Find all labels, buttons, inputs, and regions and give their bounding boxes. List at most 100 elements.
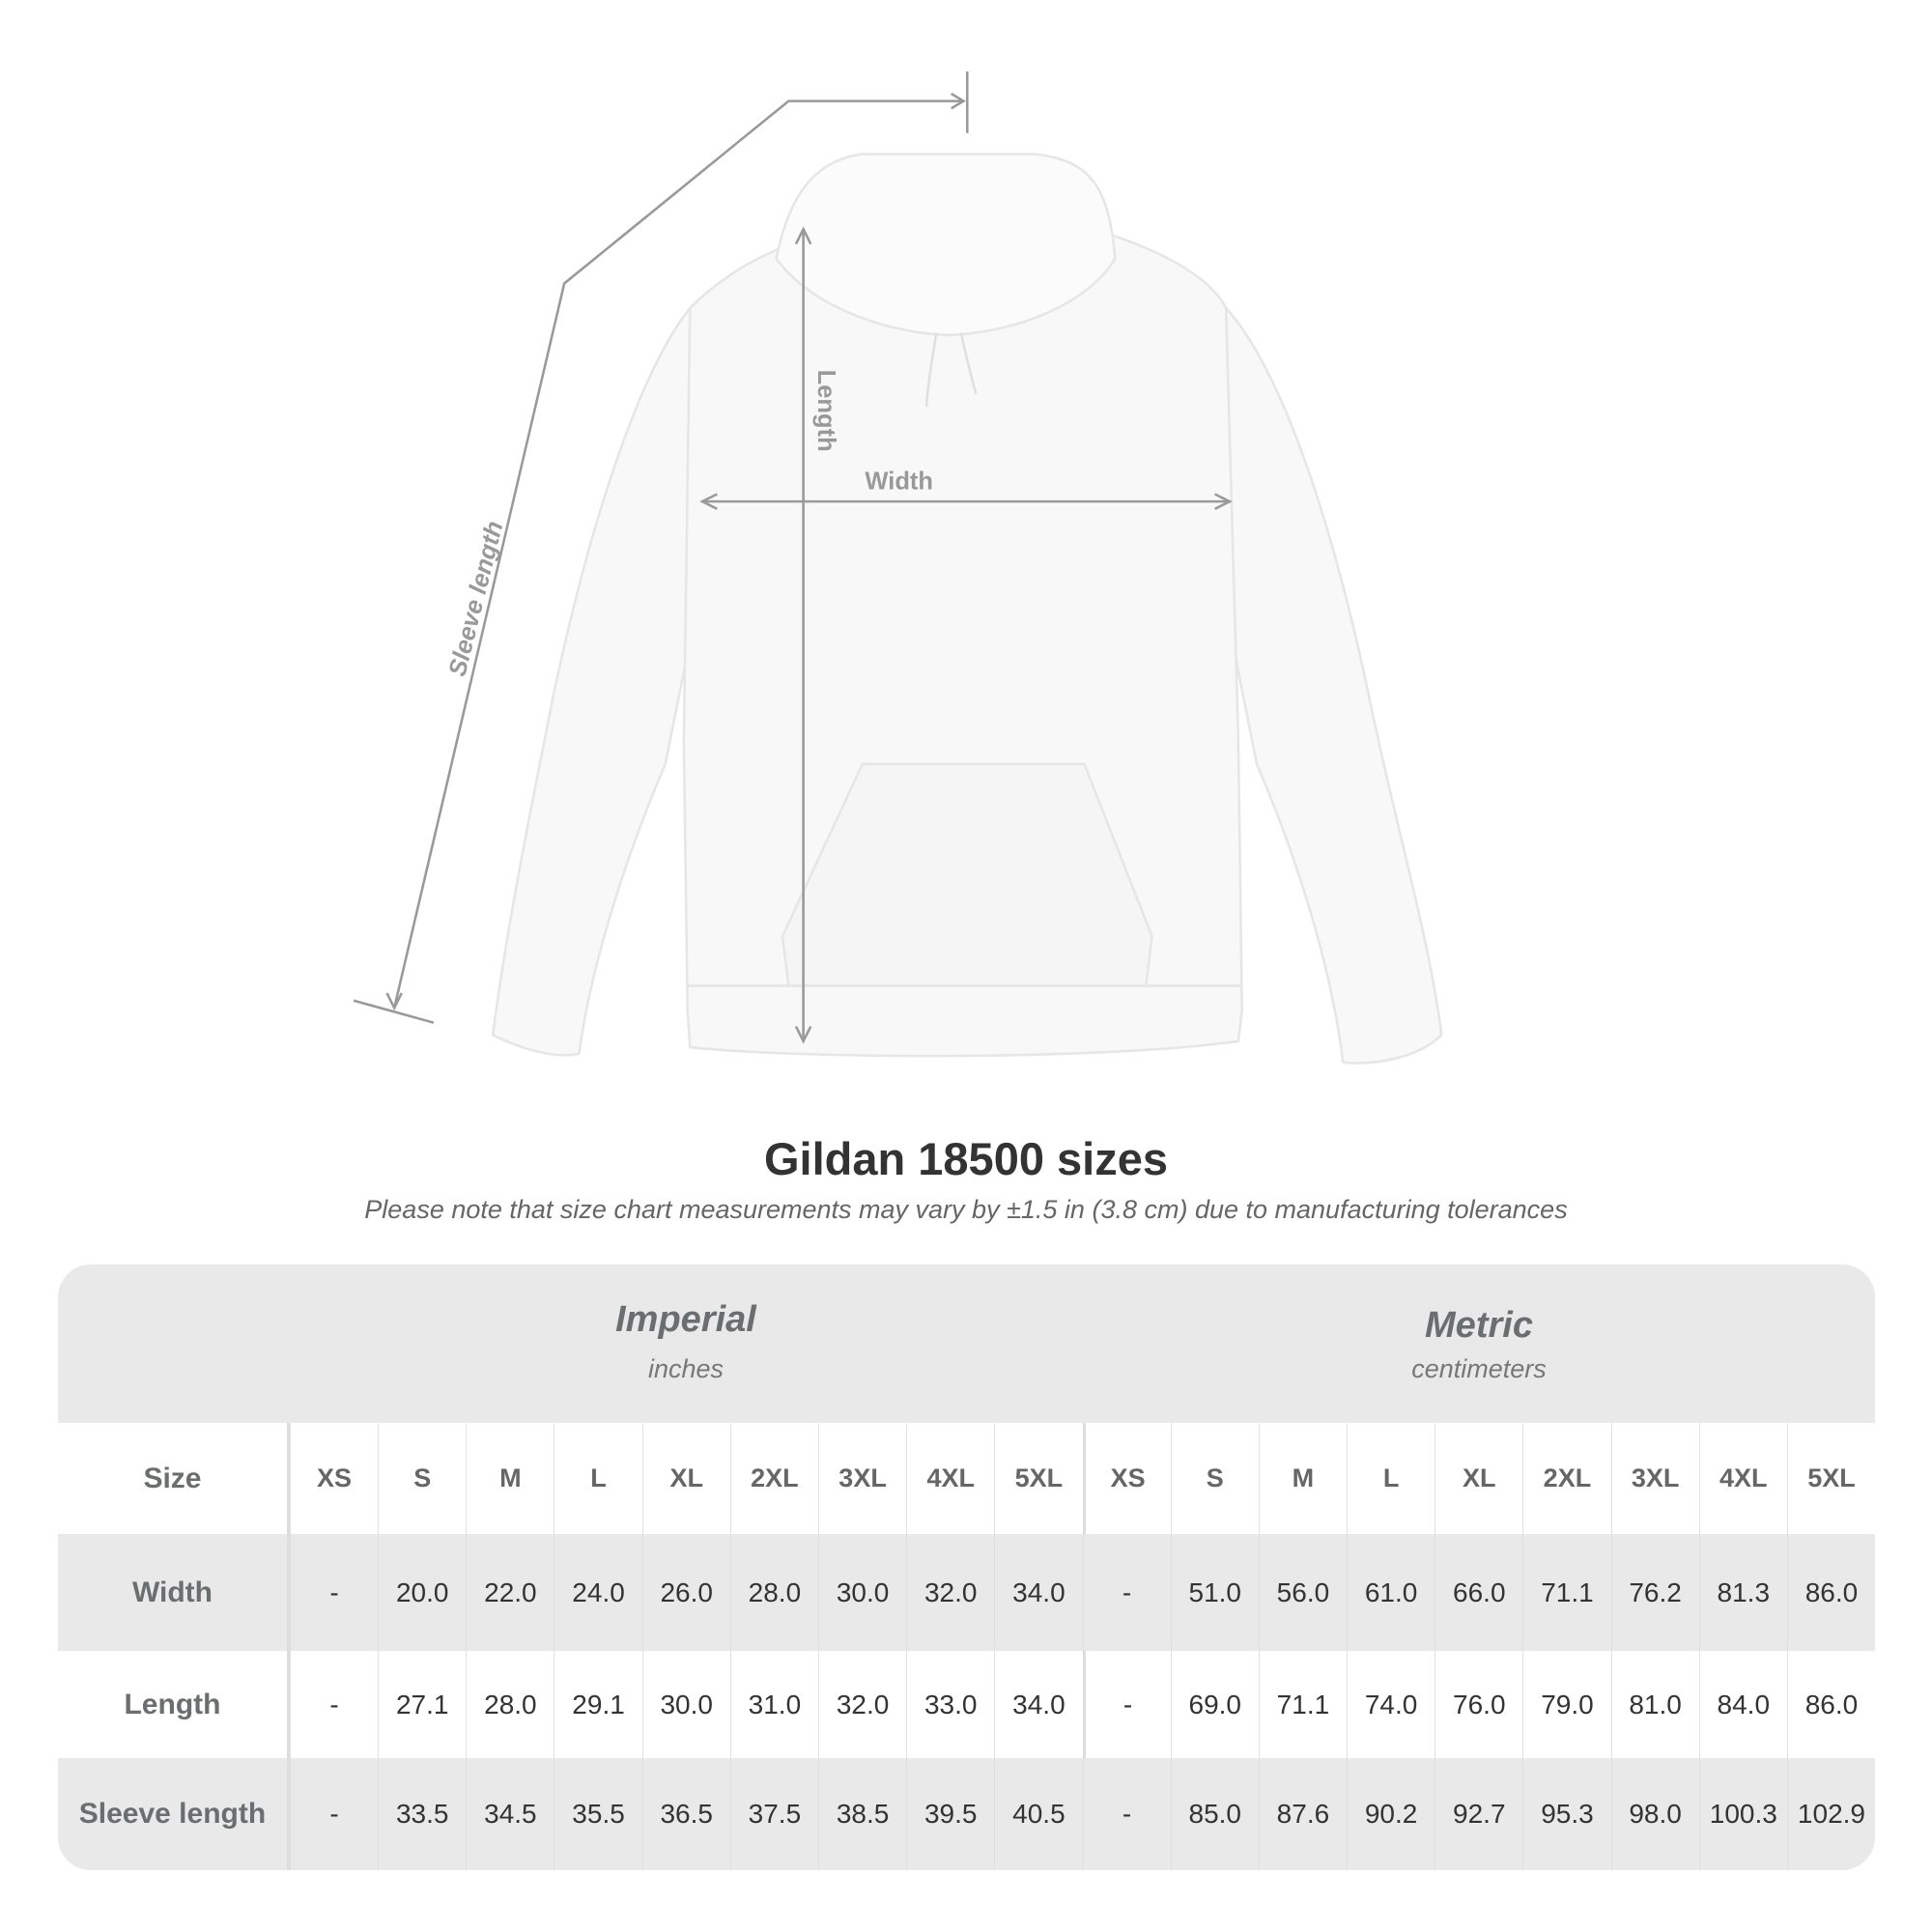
width-label: Width	[865, 468, 933, 495]
table-cell: -	[289, 1534, 378, 1651]
size-row: Size XS S M L XL 2XL 3XL 4XL 5XL XS S M L XL 2XL 3XL 4XL…	[58, 1423, 1875, 1534]
size-header-imperial-3xl: 3XL	[817, 1423, 906, 1534]
size-header-metric-3xl: 3XL	[1610, 1423, 1699, 1534]
table-cell: 84.0	[1698, 1651, 1787, 1758]
table-cell: 24.0	[554, 1534, 641, 1651]
table-cell: 86.0	[1786, 1534, 1875, 1651]
table-cell: 35.5	[554, 1758, 641, 1870]
table-cell: 30.0	[817, 1534, 906, 1651]
sleeve-arrow-top	[951, 92, 966, 110]
table-cell: 31.0	[729, 1651, 818, 1758]
table-cell: 36.5	[641, 1758, 730, 1870]
table-cell: 26.0	[641, 1534, 730, 1651]
table-cell: 71.1	[1258, 1651, 1347, 1758]
table-cell: 32.0	[817, 1651, 906, 1758]
table-cell: 85.0	[1170, 1758, 1259, 1870]
table-cell: 71.1	[1522, 1534, 1610, 1651]
table-cell: 98.0	[1610, 1758, 1699, 1870]
table-cell: 34.0	[994, 1534, 1082, 1651]
hoodie-right-sleeve	[1224, 304, 1443, 1065]
size-header-imperial-xs: XS	[289, 1423, 378, 1534]
table-cell: 61.0	[1347, 1534, 1435, 1651]
table-cell: 56.0	[1258, 1534, 1347, 1651]
table-cell: -	[1082, 1651, 1171, 1758]
imperial-title: Imperial	[615, 1299, 756, 1340]
length-label: Length	[812, 370, 839, 452]
measurement-lines	[353, 71, 1233, 1044]
size-header-metric-5xl: 5XL	[1786, 1423, 1875, 1534]
table-cell: 74.0	[1347, 1651, 1435, 1758]
size-header-metric-m: M	[1258, 1423, 1347, 1534]
hoodie	[491, 153, 1443, 1065]
size-header-imperial-4xl: 4XL	[906, 1423, 994, 1534]
size-table: Imperial inches Metric centimeters Size …	[58, 1264, 1875, 1870]
table-cell: 86.0	[1786, 1651, 1875, 1758]
metric-unit: centimeters	[1411, 1354, 1547, 1383]
size-header-imperial-m: M	[466, 1423, 554, 1534]
table-cell: 28.0	[729, 1534, 818, 1651]
table-cell: 92.7	[1435, 1758, 1522, 1870]
length-row: Length -27.1 28.0 29.1 30.0 31.0 32.0 33.0 34.0-…	[58, 1651, 1875, 1758]
size-header-metric-s: S	[1170, 1423, 1259, 1534]
width-arrow-left	[699, 493, 718, 510]
table-cell: -	[289, 1758, 378, 1870]
table-cell: 90.2	[1347, 1758, 1435, 1870]
table-cell: 29.1	[554, 1651, 641, 1758]
table-cell: 76.0	[1435, 1651, 1522, 1758]
table-cell: 27.1	[378, 1651, 466, 1758]
table-cell: 37.5	[729, 1758, 818, 1870]
table-cell: 40.5	[994, 1758, 1082, 1870]
size-header-metric-xl: XL	[1435, 1423, 1522, 1534]
size-header-imperial-5xl: 5XL	[994, 1423, 1082, 1534]
table-cell: 33.0	[906, 1651, 994, 1758]
metric-title: Metric	[1425, 1305, 1533, 1346]
table-cell: 66.0	[1435, 1534, 1522, 1651]
table-cell: 81.3	[1698, 1534, 1787, 1651]
table-cell: 20.0	[378, 1534, 466, 1651]
size-label: Size	[58, 1423, 290, 1534]
table-cell: 34.0	[994, 1651, 1082, 1758]
table-cell: 22.0	[466, 1534, 554, 1651]
table-cell: 28.0	[466, 1651, 554, 1758]
table-cell: 102.9	[1786, 1758, 1875, 1870]
table-cell: 81.0	[1610, 1651, 1699, 1758]
table-cell: -	[289, 1651, 378, 1758]
metric-header: Metric centimeters	[1083, 1264, 1875, 1423]
table-cell: -	[1082, 1534, 1171, 1651]
row-label: Sleeve length	[58, 1758, 290, 1870]
sleeve-length-line	[392, 99, 961, 1009]
row-label: Width	[58, 1534, 290, 1651]
table-cell: 95.3	[1522, 1758, 1610, 1870]
table-cell: 32.0	[906, 1534, 994, 1651]
hoodie-illustration: Length Width Sleeve length	[353, 71, 1443, 1065]
sleeve-arrow-bottom	[385, 992, 403, 1011]
width-arrow-right	[1214, 493, 1233, 510]
size-header-imperial-l: L	[554, 1423, 641, 1534]
size-header-metric-2xl: 2XL	[1522, 1423, 1610, 1534]
size-header-metric-xs: XS	[1082, 1423, 1171, 1534]
table-cell: -	[1082, 1758, 1171, 1870]
table-cell: 38.5	[817, 1758, 906, 1870]
sleeve-bottom-tick	[353, 999, 435, 1024]
table-cell: 34.5	[466, 1758, 554, 1870]
table-cell: 79.0	[1522, 1651, 1610, 1758]
hoodie-left-sleeve	[491, 304, 692, 1057]
size-header-metric-4xl: 4XL	[1698, 1423, 1787, 1534]
imperial-unit: inches	[647, 1354, 724, 1383]
table-cell: 51.0	[1170, 1534, 1259, 1651]
table-cell: 87.6	[1258, 1758, 1347, 1870]
table-cell: 100.3	[1698, 1758, 1787, 1870]
page-title: Gildan 18500 sizes	[763, 1133, 1169, 1184]
width-row: Width -20.0 22.0 24.0 26.0 28.0 30.0 32.0 34.0-5…	[58, 1534, 1875, 1651]
size-header-imperial-s: S	[378, 1423, 466, 1534]
size-header-imperial-xl: XL	[641, 1423, 730, 1534]
hoodie-hood	[775, 153, 1117, 337]
hoodie-drawstring	[924, 332, 978, 407]
size-header-metric-l: L	[1347, 1423, 1435, 1534]
sleeve-length-row: Sleeve length -33.5 34.5 35.5 36.5 37.5 38.5 39…	[58, 1758, 1875, 1870]
table-cell: 30.0	[641, 1651, 730, 1758]
table-cell: 69.0	[1170, 1651, 1259, 1758]
table-cell: 33.5	[378, 1758, 466, 1870]
tolerance-note: Please note that size chart measurements…	[364, 1195, 1568, 1224]
size-header-imperial-2xl: 2XL	[729, 1423, 818, 1534]
